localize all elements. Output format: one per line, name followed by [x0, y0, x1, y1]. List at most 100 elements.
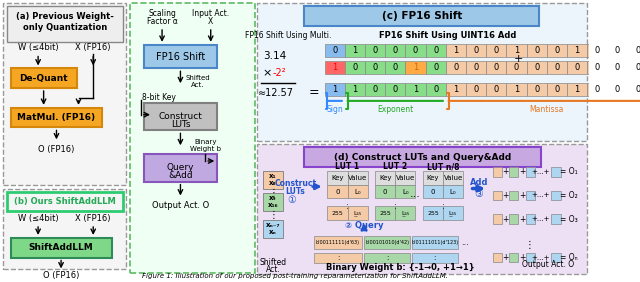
- Bar: [405, 44, 426, 57]
- Text: Output Act. O: Output Act. O: [522, 260, 573, 269]
- Text: 1: 1: [332, 85, 337, 94]
- Text: 3.14: 3.14: [264, 50, 287, 61]
- Bar: [314, 236, 362, 249]
- Bar: [426, 61, 446, 74]
- Bar: [348, 185, 368, 199]
- Bar: [525, 253, 535, 263]
- Bar: [628, 61, 640, 74]
- Text: x₁₆: x₁₆: [268, 202, 278, 208]
- Text: 0: 0: [635, 85, 640, 94]
- Text: +: +: [514, 54, 523, 63]
- Text: +: +: [519, 191, 525, 200]
- Bar: [263, 220, 284, 238]
- Bar: [412, 236, 458, 249]
- Bar: [11, 238, 111, 257]
- Text: 1: 1: [575, 46, 580, 55]
- Text: =: =: [308, 87, 319, 100]
- Bar: [552, 167, 561, 177]
- Bar: [327, 185, 348, 199]
- Text: = Oₙ: = Oₙ: [560, 253, 578, 262]
- Text: +: +: [519, 253, 525, 262]
- Text: 0: 0: [372, 46, 378, 55]
- Text: 0: 0: [431, 188, 435, 195]
- Text: 0: 0: [575, 63, 580, 72]
- Bar: [348, 206, 368, 220]
- Text: x₉: x₉: [269, 195, 277, 201]
- Bar: [547, 61, 567, 74]
- Bar: [509, 214, 518, 224]
- Bar: [493, 214, 502, 224]
- Text: 0: 0: [554, 46, 559, 55]
- Text: W (≤4bit): W (≤4bit): [18, 213, 58, 222]
- Text: +: +: [502, 253, 509, 262]
- Text: 1: 1: [575, 85, 580, 94]
- Text: Act.: Act.: [191, 82, 205, 88]
- Text: 0: 0: [433, 63, 438, 72]
- Text: :: :: [346, 202, 349, 211]
- Bar: [324, 83, 345, 96]
- Text: 0: 0: [534, 46, 540, 55]
- Bar: [144, 154, 217, 182]
- Text: 0: 0: [595, 46, 600, 55]
- Bar: [345, 44, 365, 57]
- Text: Key: Key: [331, 175, 344, 181]
- Bar: [327, 171, 348, 185]
- Text: :: :: [433, 255, 436, 261]
- Text: De-Quant: De-Quant: [19, 74, 68, 83]
- Bar: [607, 44, 628, 57]
- Text: Act.: Act.: [266, 265, 280, 274]
- Text: 0: 0: [393, 63, 398, 72]
- Bar: [396, 171, 415, 185]
- Bar: [375, 206, 396, 220]
- Text: (a) Previous Weight-: (a) Previous Weight-: [16, 12, 114, 21]
- Text: Shifted: Shifted: [260, 258, 287, 267]
- Text: ...: ...: [461, 238, 469, 247]
- Text: (c) FP16 Shift: (c) FP16 Shift: [381, 11, 462, 21]
- Text: ShiftAddLLM: ShiftAddLLM: [29, 243, 93, 252]
- Text: 1: 1: [332, 63, 337, 72]
- Bar: [263, 193, 284, 211]
- Bar: [466, 61, 486, 74]
- Text: L₀: L₀: [450, 188, 456, 195]
- Text: Key: Key: [427, 175, 439, 181]
- Text: Shifted: Shifted: [186, 75, 210, 81]
- Bar: [486, 61, 506, 74]
- Text: 0: 0: [493, 46, 499, 55]
- Text: Value: Value: [444, 175, 463, 181]
- Text: 0: 0: [493, 85, 499, 94]
- Text: Output Act. O: Output Act. O: [152, 201, 209, 210]
- Text: ⋮: ⋮: [268, 188, 278, 197]
- Text: LUTs: LUTs: [171, 120, 190, 129]
- Text: 0: 0: [474, 63, 479, 72]
- Text: 0: 0: [635, 46, 640, 55]
- Bar: [628, 83, 640, 96]
- Text: Key: Key: [379, 175, 392, 181]
- Text: 1: 1: [352, 85, 358, 94]
- Bar: [396, 185, 415, 199]
- Text: O (FP16): O (FP16): [43, 271, 79, 280]
- Bar: [509, 253, 518, 263]
- Text: x₁: x₁: [269, 173, 277, 179]
- Text: +...+: +...+: [531, 255, 550, 261]
- Text: 0: 0: [372, 63, 378, 72]
- Text: 1: 1: [413, 85, 418, 94]
- Bar: [423, 206, 443, 220]
- Text: (d) Construct LUTs and Query&Add: (d) Construct LUTs and Query&Add: [334, 153, 511, 162]
- Text: +...+: +...+: [531, 216, 550, 222]
- Text: Query: Query: [166, 163, 194, 172]
- Bar: [130, 3, 255, 273]
- Text: Add: Add: [470, 178, 488, 187]
- Text: Mantissa: Mantissa: [529, 105, 564, 114]
- Text: 1: 1: [352, 46, 358, 55]
- Text: 0: 0: [433, 46, 438, 55]
- Bar: [547, 44, 567, 57]
- Bar: [7, 191, 123, 211]
- Text: 0: 0: [554, 63, 559, 72]
- Bar: [493, 191, 502, 201]
- Text: 8-bit Key: 8-bit Key: [142, 93, 176, 102]
- Text: Input Act.: Input Act.: [192, 9, 229, 18]
- Bar: [365, 61, 385, 74]
- Text: :: :: [337, 255, 339, 261]
- Bar: [385, 44, 405, 57]
- Text: LUTs: LUTs: [285, 187, 305, 196]
